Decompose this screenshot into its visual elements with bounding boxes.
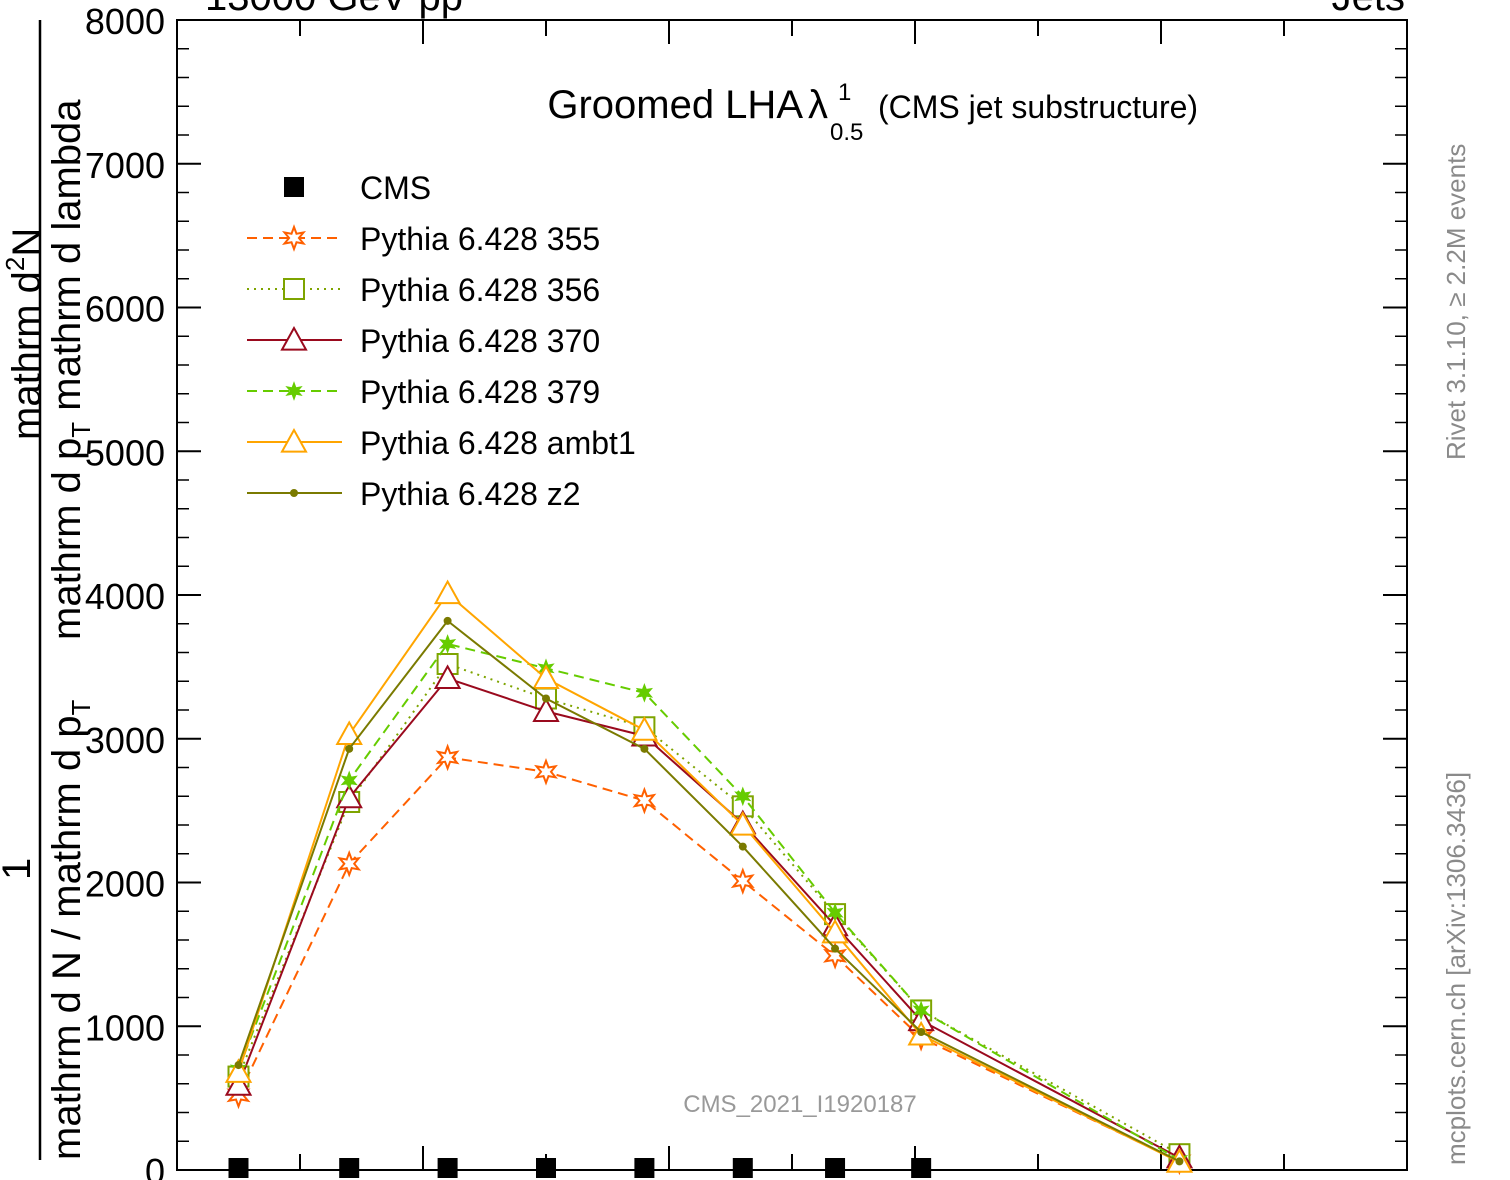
legend: CMS Pythia 6.428 355 Pythia 6.428 356 Pythi… bbox=[247, 170, 636, 512]
chart-title-sub: 0.5 bbox=[830, 119, 863, 146]
y-tick-labels: 0 1000 2000 3000 4000 5000 6000 7000 8000 bbox=[85, 1, 165, 1180]
data-point bbox=[734, 786, 752, 807]
y-tick-label: 4000 bbox=[85, 576, 165, 617]
data-point bbox=[345, 744, 354, 753]
data-point bbox=[635, 682, 654, 703]
data-point bbox=[234, 1061, 243, 1070]
y-tick-label: 0 bbox=[145, 1151, 165, 1180]
data-point bbox=[337, 849, 362, 878]
series-line bbox=[237, 756, 1180, 1163]
data-point bbox=[534, 757, 558, 786]
data-point bbox=[917, 1028, 926, 1036]
side-label-version: Rivet 3.1.10, ≥ 2.2M events bbox=[1441, 144, 1471, 460]
data-point bbox=[443, 616, 452, 625]
y-tick-label: 6000 bbox=[85, 289, 165, 330]
legend-label: Pythia 6.428 355 bbox=[360, 221, 600, 257]
header-left: 13000 GeV pp bbox=[205, 0, 463, 19]
data-point bbox=[224, 1058, 253, 1083]
chart-title-symbol: λ bbox=[808, 83, 828, 127]
analysis-watermark: CMS_2021_I1920187 bbox=[683, 1091, 917, 1118]
data-point bbox=[821, 918, 849, 944]
y-tick-label: 1000 bbox=[85, 1007, 165, 1048]
data-point bbox=[634, 1158, 655, 1178]
chart-title-sup: 1 bbox=[838, 79, 851, 106]
data-point bbox=[283, 278, 305, 300]
data-point bbox=[228, 1158, 249, 1178]
legend-label: Pythia 6.428 ambt1 bbox=[360, 425, 636, 461]
legend-item: Pythia 6.428 355 bbox=[247, 221, 600, 257]
data-point bbox=[632, 786, 657, 815]
series-cms bbox=[228, 1158, 932, 1178]
data-point bbox=[912, 1000, 930, 1021]
data-point bbox=[284, 177, 304, 197]
data-point bbox=[285, 381, 303, 401]
series-line bbox=[237, 677, 1180, 1159]
data-point bbox=[730, 867, 755, 895]
data-point bbox=[280, 427, 308, 453]
axis-ticks bbox=[176, 19, 1408, 1171]
legend-item: Pythia 6.428 370 bbox=[247, 323, 600, 359]
y-tick-label: 5000 bbox=[85, 432, 165, 473]
data-point bbox=[437, 1158, 458, 1178]
y-tick-label: 2000 bbox=[85, 864, 165, 905]
ylabel-denominator-line2: mathrm d pT mathrm d lambda bbox=[45, 99, 96, 640]
ylabel-numerator-one: 1 bbox=[0, 858, 39, 880]
data-point bbox=[738, 842, 747, 851]
y-tick-label: 8000 bbox=[85, 1, 165, 42]
series-pythia-6-428-z2 bbox=[234, 616, 1184, 1166]
data-point bbox=[438, 634, 457, 654]
series-line bbox=[237, 592, 1180, 1163]
y-tick-label: 7000 bbox=[85, 145, 165, 186]
legend-item: Pythia 6.428 z2 bbox=[247, 476, 581, 512]
data-point bbox=[822, 941, 848, 970]
legend-label: Pythia 6.428 379 bbox=[360, 374, 600, 410]
y-axis-label: mathrm d2N 1 mathrm d N / mathrm d pT ma… bbox=[0, 20, 96, 1160]
series-pythia-6-428-356 bbox=[227, 653, 1191, 1166]
data-point bbox=[831, 944, 840, 953]
legend-item: Pythia 6.428 ambt1 bbox=[247, 425, 636, 461]
ylabel-denominator-line1: mathrm d N / mathrm d pT bbox=[45, 699, 96, 1160]
legend-label: Pythia 6.428 370 bbox=[360, 323, 600, 359]
series-pythia-6-428-ambt1 bbox=[224, 579, 1194, 1173]
chart-title-main: Groomed LHA bbox=[547, 83, 803, 127]
data-point bbox=[290, 489, 298, 497]
data-point bbox=[532, 664, 560, 689]
data-point bbox=[433, 664, 462, 689]
legend-label: CMS bbox=[360, 170, 431, 206]
data-point bbox=[433, 579, 462, 605]
series-line bbox=[237, 619, 1180, 1163]
data-point bbox=[536, 1158, 556, 1178]
data-point bbox=[532, 697, 560, 723]
series-line bbox=[237, 662, 1180, 1156]
legend-label: Pythia 6.428 z2 bbox=[360, 476, 581, 512]
data-point bbox=[911, 1158, 932, 1178]
legend-item: Pythia 6.428 379 bbox=[247, 374, 600, 410]
legend-item: Pythia 6.428 356 bbox=[247, 272, 600, 308]
data-point bbox=[280, 325, 308, 351]
data-point bbox=[339, 1158, 360, 1178]
data-point bbox=[335, 720, 363, 746]
data-point bbox=[224, 1071, 253, 1096]
data-point bbox=[542, 694, 550, 703]
series-layer bbox=[224, 579, 1194, 1178]
data-point bbox=[729, 810, 757, 836]
legend-label: Pythia 6.428 356 bbox=[360, 272, 600, 308]
data-point bbox=[825, 1158, 846, 1178]
data-point bbox=[732, 1158, 753, 1178]
ylabel-numerator-main: mathrm d2N bbox=[0, 228, 49, 440]
chart-title: Groomed LHA λ 1 0.5 (CMS jet substructur… bbox=[547, 79, 1198, 146]
header-right: Jets bbox=[1332, 0, 1405, 19]
data-point bbox=[340, 770, 358, 791]
legend-item: CMS bbox=[284, 170, 431, 206]
data-point bbox=[1175, 1157, 1184, 1166]
data-point bbox=[630, 716, 659, 741]
y-tick-label: 3000 bbox=[85, 720, 165, 761]
data-point bbox=[435, 743, 460, 772]
side-label-source: mcplots.cern.ch [arXiv:1306.3436] bbox=[1441, 772, 1471, 1165]
data-point bbox=[281, 224, 307, 252]
chart-title-suffix: (CMS jet substructure) bbox=[878, 89, 1198, 125]
data-point bbox=[640, 744, 649, 753]
